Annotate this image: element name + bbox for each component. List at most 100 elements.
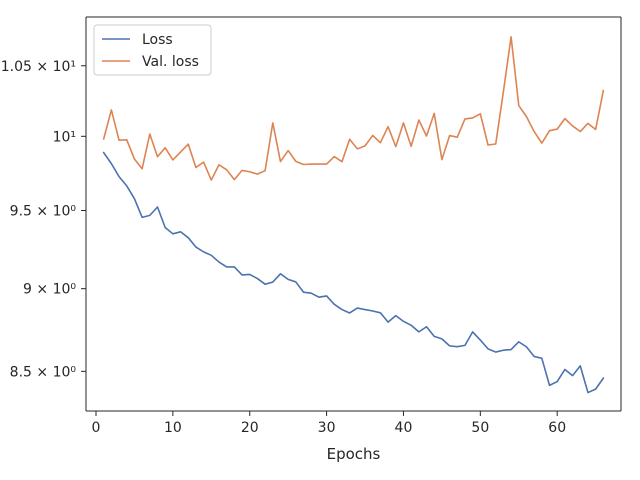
- data-point-val-loss: [441, 158, 443, 160]
- data-point-val-loss: [325, 163, 327, 165]
- data-point-val-loss: [525, 115, 527, 117]
- data-point-val-loss: [233, 178, 235, 180]
- x-tick-label: 30: [318, 420, 336, 436]
- data-point-loss: [310, 292, 312, 294]
- data-point-loss: [441, 338, 443, 340]
- data-point-val-loss: [279, 160, 281, 162]
- data-point-loss: [172, 233, 174, 235]
- data-point-loss: [487, 348, 489, 350]
- data-point-val-loss: [318, 163, 320, 165]
- data-point-val-loss: [548, 129, 550, 131]
- data-point-loss: [395, 314, 397, 316]
- data-point-val-loss: [102, 138, 104, 140]
- data-point-loss: [518, 341, 520, 343]
- data-point-val-loss: [387, 125, 389, 127]
- data-point-loss: [302, 291, 304, 293]
- x-tick-label: 20: [241, 420, 259, 436]
- data-point-loss: [279, 273, 281, 275]
- x-tick-label: 0: [92, 420, 101, 436]
- y-tick-label: 10¹: [53, 129, 76, 145]
- data-point-loss: [456, 346, 458, 348]
- data-point-val-loss: [287, 149, 289, 151]
- data-point-loss: [548, 384, 550, 386]
- data-point-val-loss: [172, 159, 174, 161]
- legend-box: [93, 24, 212, 76]
- data-point-loss: [272, 281, 274, 283]
- data-point-loss: [479, 339, 481, 341]
- x-tick-label: 40: [395, 420, 413, 436]
- data-point-val-loss: [602, 89, 604, 91]
- data-point-loss: [333, 303, 335, 305]
- y-tick-label: 9.5 × 10⁰: [10, 203, 77, 219]
- data-point-loss: [156, 206, 158, 208]
- y-tick-label: 1.05 × 10¹: [1, 59, 76, 75]
- data-point-val-loss: [541, 142, 543, 144]
- data-point-val-loss: [571, 125, 573, 127]
- data-point-loss: [364, 308, 366, 310]
- data-point-loss: [433, 335, 435, 337]
- legend-label-val-loss: Val. loss: [142, 54, 199, 70]
- data-point-loss: [295, 281, 297, 283]
- data-point-val-loss: [141, 168, 143, 170]
- data-point-val-loss: [164, 147, 166, 149]
- data-point-loss: [372, 310, 374, 312]
- data-point-val-loss: [310, 163, 312, 165]
- data-point-val-loss: [471, 117, 473, 119]
- data-point-loss: [502, 349, 504, 351]
- data-point-val-loss: [587, 122, 589, 124]
- data-point-loss: [533, 355, 535, 357]
- legend-label-loss: Loss: [142, 32, 173, 48]
- data-point-loss: [256, 277, 258, 279]
- data-point-loss: [541, 357, 543, 359]
- data-point-loss: [510, 348, 512, 350]
- data-point-val-loss: [156, 156, 158, 158]
- x-tick-label: 60: [548, 420, 566, 436]
- data-point-loss: [356, 307, 358, 309]
- data-point-loss: [571, 374, 573, 376]
- data-point-val-loss: [518, 104, 520, 106]
- data-point-val-loss: [464, 118, 466, 120]
- data-point-val-loss: [448, 134, 450, 136]
- data-point-loss: [187, 236, 189, 238]
- data-point-val-loss: [510, 36, 512, 38]
- data-point-loss: [110, 162, 112, 164]
- data-point-val-loss: [410, 145, 412, 147]
- data-point-loss: [348, 312, 350, 314]
- data-point-loss: [164, 226, 166, 228]
- data-point-val-loss: [533, 130, 535, 132]
- data-point-val-loss: [241, 169, 243, 171]
- data-point-val-loss: [210, 179, 212, 181]
- data-point-val-loss: [402, 122, 404, 124]
- data-point-val-loss: [149, 133, 151, 135]
- data-point-loss: [410, 324, 412, 326]
- data-point-loss: [495, 351, 497, 353]
- plot-area: [86, 17, 621, 411]
- data-point-loss: [287, 278, 289, 280]
- data-point-val-loss: [556, 128, 558, 130]
- data-point-loss: [418, 331, 420, 333]
- data-point-loss: [525, 346, 527, 348]
- data-point-loss: [249, 273, 251, 275]
- data-point-val-loss: [487, 144, 489, 146]
- data-point-loss: [556, 380, 558, 382]
- data-point-loss: [602, 377, 604, 379]
- data-point-loss: [594, 388, 596, 390]
- data-point-val-loss: [218, 164, 220, 166]
- data-point-val-loss: [456, 136, 458, 138]
- data-point-loss: [179, 231, 181, 233]
- series-line-loss: [102, 151, 605, 394]
- data-point-val-loss: [225, 169, 227, 171]
- data-point-val-loss: [479, 113, 481, 115]
- data-point-loss: [118, 175, 120, 177]
- data-point-loss: [210, 254, 212, 256]
- y-tick-label: 8.5 × 10⁰: [10, 364, 77, 380]
- data-point-val-loss: [126, 139, 128, 141]
- y-tick-label: 9 × 10⁰: [23, 282, 76, 298]
- data-point-val-loss: [341, 160, 343, 162]
- data-point-val-loss: [564, 117, 566, 119]
- data-point-val-loss: [395, 145, 397, 147]
- data-point-val-loss: [579, 130, 581, 132]
- data-point-loss: [241, 274, 243, 276]
- data-point-loss: [318, 296, 320, 298]
- data-point-val-loss: [372, 134, 374, 136]
